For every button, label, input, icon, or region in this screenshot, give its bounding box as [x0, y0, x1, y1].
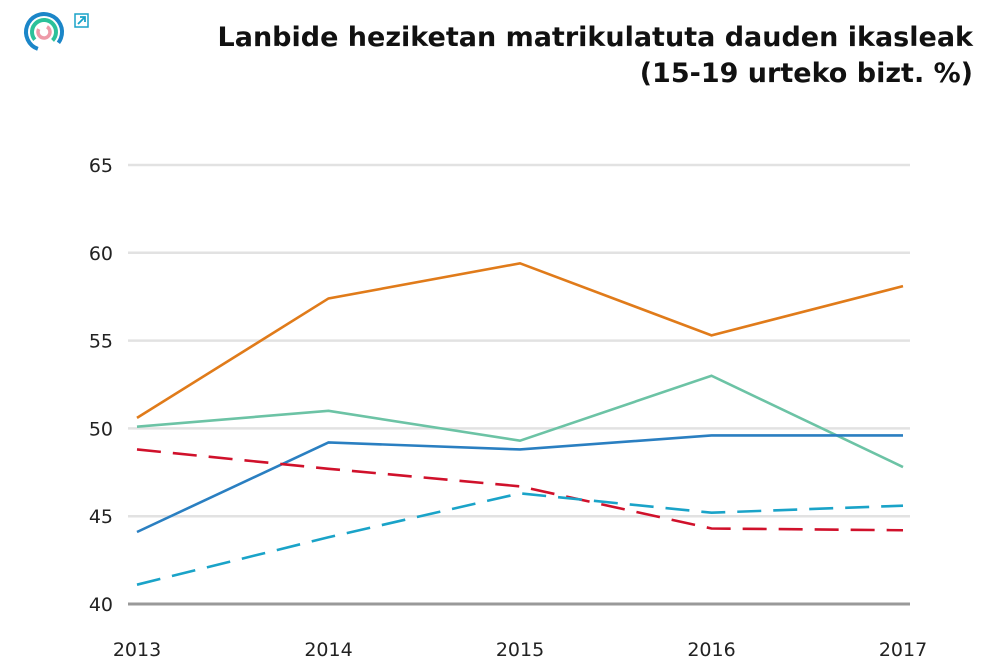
x-tick-label: 2014	[304, 639, 352, 661]
x-tick-label: 2015	[496, 639, 544, 661]
circular-logo-icon	[24, 12, 89, 52]
external-link-icon[interactable]	[74, 13, 89, 28]
series-line-1	[136, 374, 904, 469]
series-line-4	[136, 492, 904, 586]
x-tick-label: 2017	[879, 639, 927, 661]
y-tick-label: 45	[89, 506, 113, 528]
series-line-2	[136, 434, 903, 534]
y-tick-label: 55	[89, 331, 113, 353]
y-tick-label: 50	[89, 418, 113, 440]
logo	[22, 10, 102, 59]
title-line-1: Lanbide heziketan matrikulatuta dauden i…	[217, 22, 973, 53]
title-line-2: (15-19 urteko bizt. %)	[639, 58, 973, 89]
chart-title: Lanbide heziketan matrikulatuta dauden i…	[218, 20, 973, 92]
y-tick-label: 65	[89, 155, 113, 177]
x-tick-label: 2016	[687, 639, 735, 661]
y-tick-label: 40	[89, 594, 113, 616]
x-tick-label: 2013	[113, 639, 161, 661]
y-tick-label: 60	[89, 243, 113, 265]
series-line-3	[136, 448, 904, 532]
